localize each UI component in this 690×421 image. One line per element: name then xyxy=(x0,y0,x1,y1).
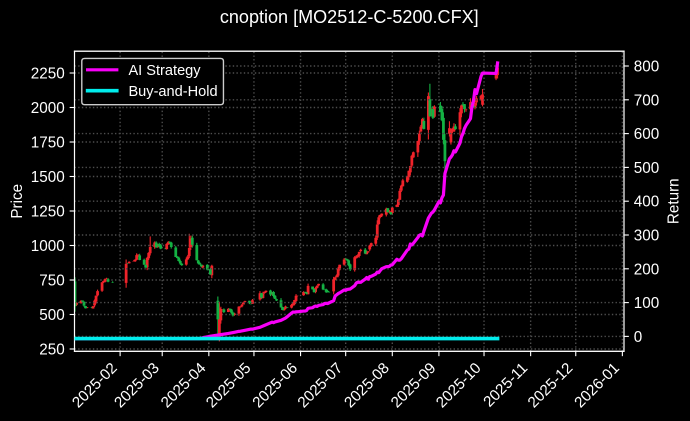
svg-text:600: 600 xyxy=(634,126,659,143)
svg-text:AI Strategy: AI Strategy xyxy=(128,63,201,79)
svg-text:Price: Price xyxy=(9,184,26,219)
svg-text:Return: Return xyxy=(666,178,683,224)
svg-text:400: 400 xyxy=(634,194,659,211)
svg-text:750: 750 xyxy=(39,273,64,290)
svg-text:700: 700 xyxy=(634,92,659,109)
svg-text:1750: 1750 xyxy=(31,135,65,152)
svg-text:800: 800 xyxy=(634,59,659,76)
svg-text:1250: 1250 xyxy=(31,204,65,221)
svg-text:500: 500 xyxy=(634,160,659,177)
svg-text:cnoption [MO2512-C-5200.CFX]: cnoption [MO2512-C-5200.CFX] xyxy=(220,7,479,27)
svg-text:2250: 2250 xyxy=(31,66,65,83)
svg-text:1500: 1500 xyxy=(31,169,65,186)
svg-text:Buy-and-Hold: Buy-and-Hold xyxy=(128,84,217,100)
svg-text:1000: 1000 xyxy=(31,238,65,255)
svg-text:0: 0 xyxy=(634,329,643,346)
svg-text:300: 300 xyxy=(634,228,659,245)
svg-text:2000: 2000 xyxy=(31,100,65,117)
svg-text:250: 250 xyxy=(39,342,64,359)
svg-text:200: 200 xyxy=(634,261,659,278)
svg-text:100: 100 xyxy=(634,295,659,312)
svg-text:500: 500 xyxy=(39,307,64,324)
